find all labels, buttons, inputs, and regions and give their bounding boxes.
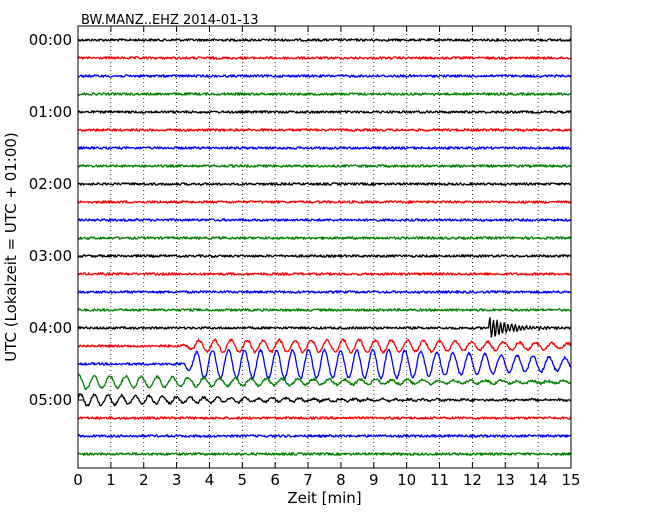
seismic-trace [77,128,572,132]
seismic-trace [77,92,572,96]
x-tick-label: 5 [238,471,248,489]
y-tick-label: 02:00 [29,175,72,193]
x-tick-label: 0 [73,471,83,489]
seismic-trace [77,164,572,168]
seismic-trace [77,348,572,380]
grid-lines [110,26,539,468]
x-tick-label: 8 [336,471,346,489]
x-tick-label: 13 [496,471,515,489]
x-tick-label: 15 [561,471,580,489]
seismic-trace [77,452,572,456]
seismic-trace [77,416,572,420]
x-tick-label: 3 [172,471,182,489]
seismic-trace [77,38,572,42]
x-tick-label: 6 [270,471,280,489]
seismic-trace [77,254,572,258]
x-tick-label: 1 [106,471,116,489]
y-tick-label: 03:00 [29,247,72,265]
seismic-trace [77,200,572,204]
seismic-trace [77,308,572,312]
x-tick-label: 12 [463,471,482,489]
seismic-trace [77,434,572,438]
seismic-trace [77,56,572,60]
seismic-trace [77,272,572,276]
seismic-trace [77,338,572,354]
seismic-trace [77,182,572,186]
x-tick-label: 4 [205,471,215,489]
seismic-trace [77,317,572,338]
y-axis-title: UTC (Lokalzeit = UTC + 01:00) [2,132,20,362]
chart-title: BW.MANZ..EHZ 2014-01-13 [81,13,259,28]
seismic-trace [77,110,572,114]
x-tick-label: 11 [430,471,449,489]
seismic-trace [77,393,572,407]
x-tick-label: 9 [369,471,379,489]
x-axis-title: Zeit [min] [287,489,361,507]
seismic-trace [77,236,572,240]
y-tick-label: 01:00 [29,103,72,121]
plot-frame [77,25,572,469]
seismic-trace [77,146,572,150]
trace-group [77,38,572,456]
y-tick-label: 00:00 [29,31,72,49]
x-tick-label: 7 [303,471,313,489]
y-tick-label: 04:00 [29,319,72,337]
axis-ticks: 0 1 2 3 4 5 6 7 8 9 10 11 12 13 14 1500:0001:0002:0003:… [29,26,581,489]
seismic-trace [77,74,572,78]
x-tick-label: 14 [529,471,548,489]
y-tick-label: 05:00 [29,391,72,409]
seismic-trace [77,373,572,391]
seismic-trace [77,218,572,222]
x-tick-label: 2 [139,471,149,489]
x-tick-label: 10 [397,471,416,489]
seismic-trace [77,290,572,294]
